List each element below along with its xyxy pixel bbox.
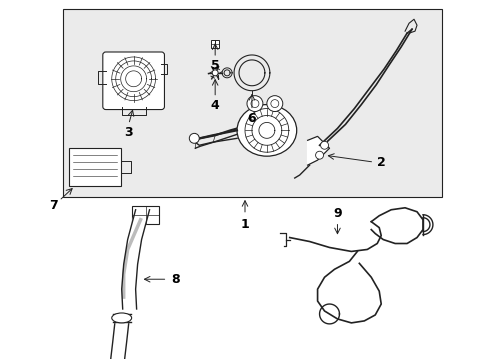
Polygon shape — [122, 210, 149, 309]
Circle shape — [250, 100, 258, 108]
Text: 4: 4 — [210, 99, 219, 112]
Bar — [69, 148, 121, 186]
Circle shape — [270, 100, 278, 108]
FancyBboxPatch shape — [102, 52, 164, 109]
Polygon shape — [111, 324, 128, 360]
Polygon shape — [307, 136, 329, 165]
Text: 3: 3 — [124, 126, 133, 139]
Circle shape — [189, 133, 199, 143]
Ellipse shape — [237, 105, 296, 156]
Circle shape — [315, 151, 323, 159]
Circle shape — [320, 141, 328, 149]
Bar — [131, 206, 159, 224]
Text: 8: 8 — [171, 273, 179, 286]
Text: 9: 9 — [332, 207, 341, 220]
Text: 5: 5 — [210, 59, 219, 72]
Text: 7: 7 — [49, 199, 58, 212]
Ellipse shape — [112, 313, 131, 323]
Text: 2: 2 — [376, 156, 385, 168]
Text: 1: 1 — [240, 218, 249, 231]
Circle shape — [266, 96, 282, 112]
Text: 6: 6 — [247, 112, 256, 125]
Bar — [63, 9, 441, 197]
Circle shape — [212, 70, 218, 76]
Bar — [211, 40, 219, 48]
Circle shape — [246, 96, 263, 112]
